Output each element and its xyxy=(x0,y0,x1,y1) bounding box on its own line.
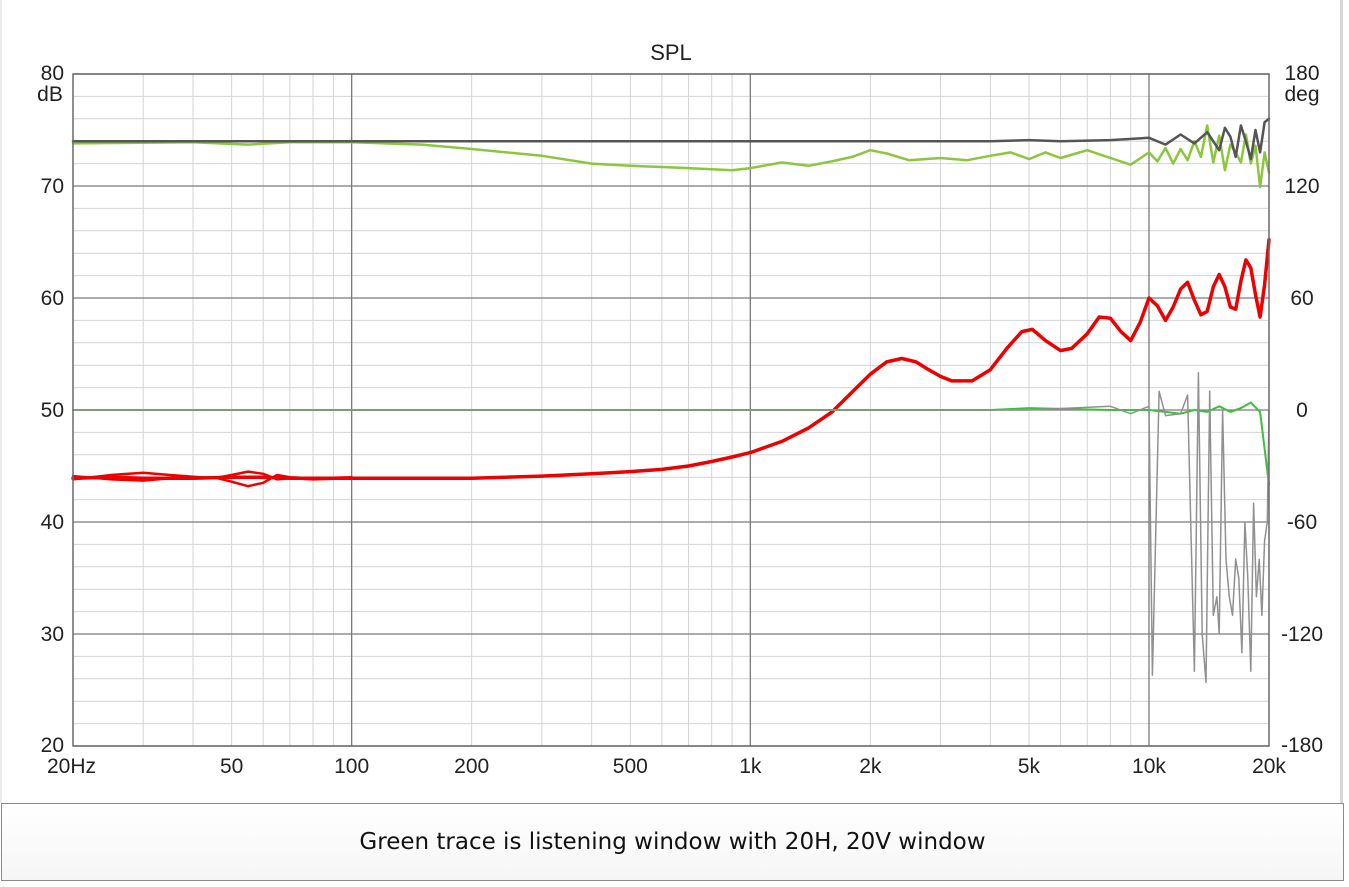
axes-labels: 80 70 60 50 40 30 20 180 120 60 0 -60 -120 -180 20Hz 50… xyxy=(41,62,1323,778)
left-axis-unit: dB xyxy=(37,83,63,106)
window-left-edge xyxy=(0,0,2,803)
scrollbar-edge xyxy=(1340,0,1343,803)
left-tick-label: 20 xyxy=(41,734,64,757)
series-line-4 xyxy=(71,117,1271,161)
right-tick-label: -180 xyxy=(1281,734,1323,757)
spl-chart: SPL 80706050403020180120600-60-120-18020… xyxy=(37,40,1323,778)
series-line-6 xyxy=(72,371,1270,684)
left-tick-label: 80 xyxy=(41,62,64,85)
x-tick-label: 2k xyxy=(859,755,882,778)
right-tick-label: -120 xyxy=(1281,623,1323,646)
x-tick-label: 500 xyxy=(613,755,648,778)
x-tick-label: 50 xyxy=(220,755,243,778)
left-tick-label: 60 xyxy=(41,287,64,310)
right-tick-label: -60 xyxy=(1287,511,1317,534)
series-line-2 xyxy=(71,470,353,481)
x-tick-label: 1k xyxy=(739,755,762,778)
right-tick-label: 120 xyxy=(1284,175,1319,198)
plot-area xyxy=(71,117,1271,684)
left-tick-label: 30 xyxy=(41,623,64,646)
right-tick-label: 0 xyxy=(1296,399,1308,422)
x-tick-label: 10k xyxy=(1132,755,1166,778)
right-axis-unit: deg xyxy=(1284,83,1319,106)
left-tick-label: 50 xyxy=(41,399,64,422)
series-line-0 xyxy=(71,238,1271,481)
right-tick-label: 180 xyxy=(1284,62,1319,85)
x-tick-label: 5k xyxy=(1018,755,1041,778)
plot-border xyxy=(72,73,1270,747)
chart-title: SPL xyxy=(650,40,692,65)
chart-grid xyxy=(72,73,1270,747)
x-tick-label: 100 xyxy=(334,755,369,778)
x-tick-label: 20k xyxy=(1252,755,1286,778)
x-tick-label: 20Hz xyxy=(47,755,96,778)
left-tick-label: 40 xyxy=(41,511,64,534)
left-tick-label: 70 xyxy=(41,175,64,198)
series-line-3 xyxy=(71,124,1271,189)
caption-text: Green trace is listening window with 20H… xyxy=(359,829,986,855)
right-tick-label: 60 xyxy=(1290,287,1313,310)
x-tick-label: 200 xyxy=(454,755,489,778)
caption-box: Green trace is listening window with 20H… xyxy=(1,803,1344,881)
